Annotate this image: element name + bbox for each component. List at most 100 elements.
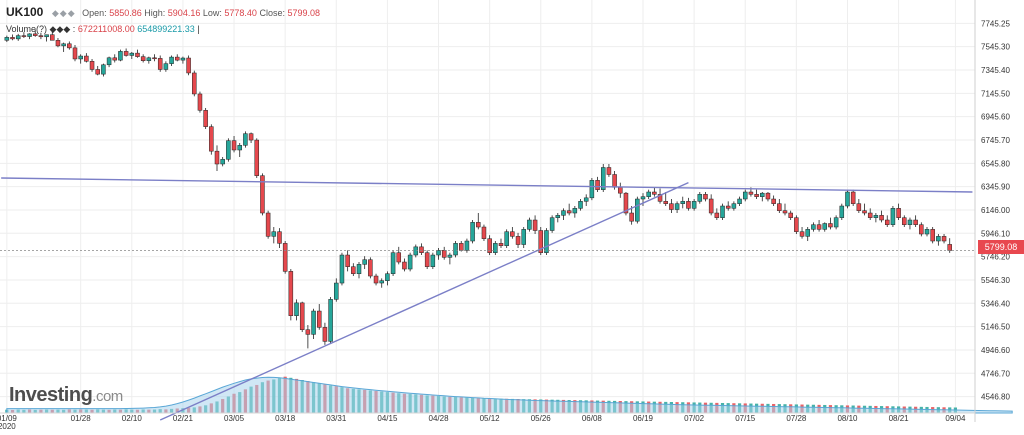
candle-body[interactable] — [686, 201, 691, 209]
candle-body[interactable] — [481, 226, 487, 239]
candle-body[interactable] — [714, 212, 720, 218]
candle-body[interactable] — [510, 231, 515, 237]
candle-body[interactable] — [447, 254, 453, 258]
candle-body[interactable] — [515, 236, 521, 245]
candle-body[interactable] — [941, 236, 947, 242]
candle-body[interactable] — [646, 191, 651, 197]
candle-body[interactable] — [748, 191, 754, 195]
candle-body[interactable] — [248, 133, 254, 141]
candle-body[interactable] — [458, 243, 464, 251]
candle-body[interactable] — [816, 224, 822, 230]
candle-body[interactable] — [595, 180, 600, 190]
candle-body[interactable] — [424, 252, 430, 267]
settings-icons[interactable]: ◆◆◆ — [51, 8, 76, 18]
candle-body[interactable] — [265, 212, 271, 237]
candle-body[interactable] — [55, 40, 61, 47]
candle-body[interactable] — [521, 229, 526, 245]
candle-body[interactable] — [123, 51, 129, 56]
candle-body[interactable] — [589, 180, 595, 199]
candle-body[interactable] — [470, 222, 475, 242]
candle-body[interactable] — [549, 217, 555, 231]
candle-body[interactable] — [657, 194, 663, 202]
candle-body[interactable] — [760, 192, 765, 197]
candle-body[interactable] — [867, 212, 873, 218]
candle-body[interactable] — [4, 37, 10, 41]
candle-body[interactable] — [373, 275, 379, 284]
candle-body[interactable] — [396, 252, 402, 263]
candle-body[interactable] — [674, 203, 680, 210]
candle-body[interactable] — [209, 126, 214, 152]
candle-body[interactable] — [135, 52, 140, 57]
candle-body[interactable] — [334, 282, 339, 300]
candle-body[interactable] — [27, 33, 32, 37]
candle-body[interactable] — [402, 261, 407, 270]
candle-body[interactable] — [583, 197, 589, 202]
candle-body[interactable] — [907, 219, 913, 225]
candle-body[interactable] — [362, 259, 367, 265]
candle-body[interactable] — [828, 223, 833, 228]
candle-body[interactable] — [220, 159, 225, 165]
candle-body[interactable] — [271, 231, 277, 237]
candle-body[interactable] — [15, 35, 21, 40]
candle-body[interactable] — [32, 33, 38, 36]
candle-body[interactable] — [487, 238, 492, 253]
candle-body[interactable] — [794, 217, 799, 232]
candle-body[interactable] — [339, 254, 345, 284]
candle-body[interactable] — [561, 210, 566, 216]
candle-body[interactable] — [680, 201, 686, 204]
candle-body[interactable] — [572, 208, 578, 214]
candle-body[interactable] — [231, 140, 237, 151]
candle-body[interactable] — [146, 57, 152, 61]
candle-body[interactable] — [850, 191, 856, 204]
candle-body[interactable] — [277, 231, 282, 244]
candle-body[interactable] — [538, 230, 544, 253]
candle-body[interactable] — [254, 139, 260, 176]
candle-body[interactable] — [498, 243, 504, 246]
candle-body[interactable] — [282, 243, 288, 272]
candle-body[interactable] — [237, 145, 242, 151]
candle-body[interactable] — [72, 47, 78, 60]
candle-body[interactable] — [10, 37, 15, 40]
candle-body[interactable] — [129, 52, 135, 56]
candle-body[interactable] — [629, 212, 634, 222]
candle-body[interactable] — [226, 140, 231, 160]
candle-body[interactable] — [203, 110, 208, 127]
candle-body[interactable] — [50, 34, 55, 41]
candle-body[interactable] — [385, 273, 390, 281]
candle-body[interactable] — [140, 56, 146, 61]
candle-body[interactable] — [453, 243, 458, 256]
candle-body[interactable] — [725, 205, 731, 209]
candle-body[interactable] — [101, 64, 106, 75]
candle-body[interactable] — [44, 34, 49, 38]
candle-body[interactable] — [294, 302, 299, 316]
candle-body[interactable] — [61, 43, 66, 47]
candle-body[interactable] — [555, 215, 561, 218]
candle-body[interactable] — [890, 208, 896, 225]
candle-body[interactable] — [600, 167, 606, 190]
candle-body[interactable] — [845, 191, 850, 207]
candle-body[interactable] — [544, 230, 549, 253]
candle-body[interactable] — [436, 250, 441, 256]
candle-body[interactable] — [697, 194, 703, 202]
candle-body[interactable] — [652, 191, 657, 195]
candle-body[interactable] — [811, 224, 816, 230]
candle-body[interactable] — [742, 191, 748, 200]
candle-body[interactable] — [379, 280, 384, 284]
candle-body[interactable] — [822, 223, 828, 230]
candle-body[interactable] — [708, 198, 714, 214]
candle-body[interactable] — [243, 133, 248, 146]
candle-body[interactable] — [833, 217, 839, 228]
candle-body[interactable] — [89, 61, 95, 70]
candle-body[interactable] — [737, 198, 742, 204]
candle-body[interactable] — [873, 215, 879, 218]
candle-body[interactable] — [777, 203, 782, 211]
candle-body[interactable] — [464, 240, 470, 251]
candle-body[interactable] — [419, 246, 424, 253]
candle-body[interactable] — [623, 192, 629, 214]
candle-body[interactable] — [118, 51, 123, 61]
candle-body[interactable] — [930, 229, 935, 242]
trendline[interactable] — [1, 177, 973, 193]
candle-body[interactable] — [67, 43, 72, 49]
